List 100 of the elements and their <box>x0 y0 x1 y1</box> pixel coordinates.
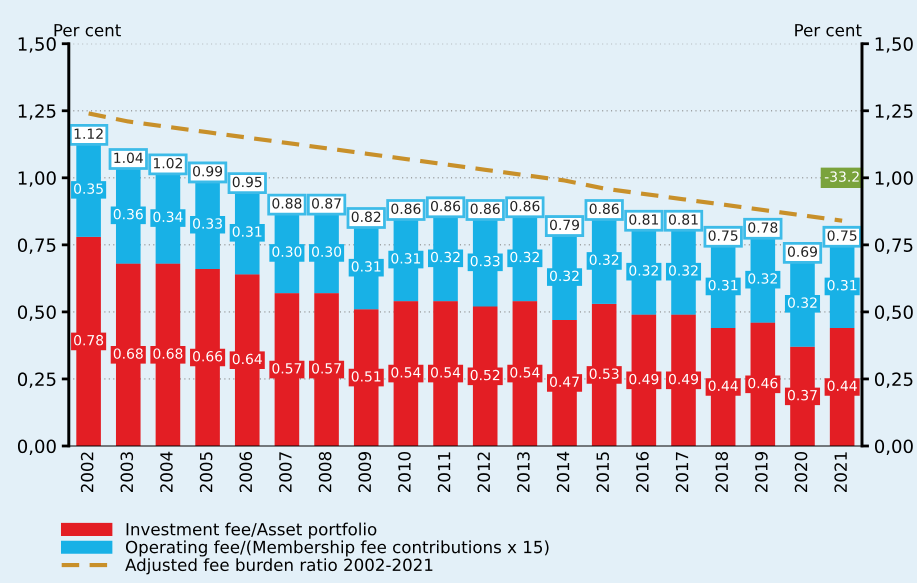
x-tick-label: 2008 <box>318 452 332 492</box>
data-label: 0.36 <box>114 208 143 220</box>
total-label: 1.12 <box>74 128 103 139</box>
y-tick-label: 1,00 <box>18 171 56 187</box>
legend-label: Investment fee/Asset portfolio <box>126 522 376 539</box>
data-label: 0.32 <box>550 270 579 282</box>
data-label: 0.44 <box>708 380 738 392</box>
x-tick-label: 2013 <box>517 452 530 492</box>
y2-tick-label: 1,50 <box>876 37 913 53</box>
x-tick-label: 2009 <box>358 452 372 492</box>
total-label: 1.04 <box>114 152 143 164</box>
x-tick-label: 2003 <box>120 452 134 492</box>
total-label: 0.87 <box>312 198 341 209</box>
total-label: 0.88 <box>272 198 302 209</box>
x-tick-label: 2015 <box>596 452 610 492</box>
data-label: 0.47 <box>550 376 579 388</box>
y2-tick-label: 0,00 <box>874 439 913 455</box>
x-tick-label: 2006 <box>239 452 252 492</box>
y-tick-label: 0,50 <box>18 305 56 321</box>
data-label: 0.30 <box>272 246 302 257</box>
y2-tick-label: 0,75 <box>874 238 912 254</box>
data-label: 0.31 <box>828 280 856 290</box>
data-label: 0.53 <box>590 368 619 379</box>
data-label: 0.66 <box>193 351 222 362</box>
y2-tick-label: 1,00 <box>876 171 913 187</box>
data-label: 0.35 <box>74 183 103 194</box>
legend-label: Adjusted fee burden ratio 2002-2021 <box>125 558 432 574</box>
y2-tick-label: 0,50 <box>874 305 913 321</box>
x-tick-label: 2014 <box>556 452 570 492</box>
total-label: 0.78 <box>748 222 778 233</box>
x-tick-label: 2004 <box>160 452 173 492</box>
data-label: 0.54 <box>510 367 540 378</box>
y-tick-label: 0,00 <box>18 439 56 455</box>
data-label: 0.54 <box>391 367 421 378</box>
data-label: 0.31 <box>391 253 420 264</box>
y2-axis-title: Per cent <box>795 24 862 36</box>
x-tick-label: 2019 <box>755 452 768 492</box>
data-label: 0.32 <box>668 265 698 276</box>
data-label: 0.31 <box>708 280 738 290</box>
y-axis-title: Per cent <box>54 24 121 36</box>
total-label: 0.69 <box>788 246 817 257</box>
data-label: 0.37 <box>788 390 817 400</box>
legend-label: Operating fee/(Membership fee contributions x 15) <box>126 540 549 557</box>
x-tick-label: 2016 <box>636 452 649 492</box>
data-label: 0.57 <box>272 363 302 374</box>
data-label: 0.30 <box>312 246 342 257</box>
total-label: 0.99 <box>193 166 222 176</box>
total-label: 0.86 <box>590 204 619 214</box>
x-tick-label: 2007 <box>279 452 292 492</box>
data-label: 0.31 <box>352 261 380 272</box>
total-label: 0.86 <box>510 200 540 212</box>
data-label: 0.54 <box>431 367 460 378</box>
data-label: 0.33 <box>193 218 222 229</box>
y-tick-label: 0,25 <box>18 372 56 388</box>
data-label: 0.32 <box>748 273 777 284</box>
data-label: 0.68 <box>153 348 182 359</box>
annotation: -33.2 <box>824 171 859 182</box>
x-tick-label: 2005 <box>200 452 212 492</box>
x-tick-label: 2002 <box>80 452 94 492</box>
total-label: 0.86 <box>470 204 500 214</box>
data-label: 0.34 <box>153 212 183 222</box>
x-tick-label: 2020 <box>794 452 808 492</box>
y2-tick-label: 0,25 <box>874 372 912 388</box>
data-label: 0.46 <box>748 378 778 388</box>
data-label: 0.57 <box>312 363 341 374</box>
x-tick-label: 2021 <box>834 452 847 492</box>
total-label: 0.75 <box>828 230 856 241</box>
total-label: 0.95 <box>232 176 262 188</box>
data-label: 0.44 <box>828 380 857 392</box>
data-label: 0.32 <box>510 252 539 262</box>
x-tick-label: 2010 <box>398 452 411 492</box>
data-label: 0.32 <box>431 252 460 262</box>
data-label: 0.32 <box>629 265 658 276</box>
data-label: 0.52 <box>470 370 500 380</box>
data-label: 0.68 <box>114 348 143 359</box>
x-tick-label: 2012 <box>477 452 490 492</box>
total-label: 0.81 <box>629 214 658 225</box>
y-tick-label: 0,75 <box>18 238 56 254</box>
data-label: 0.32 <box>590 254 618 265</box>
y-tick-label: 1,50 <box>18 37 56 53</box>
total-label: 0.86 <box>391 204 420 214</box>
total-label: 1.02 <box>154 158 182 168</box>
data-label: 0.31 <box>232 226 262 237</box>
y2-tick-label: 1,25 <box>876 104 912 120</box>
data-label: 0.64 <box>232 354 262 364</box>
x-tick-label: 2017 <box>676 452 688 492</box>
data-label: 0.78 <box>74 334 104 346</box>
total-label: 0.86 <box>431 200 460 212</box>
x-tick-label: 2018 <box>715 452 728 492</box>
data-label: 0.49 <box>668 374 698 384</box>
y-tick-label: 1,25 <box>18 104 56 120</box>
data-label: 0.51 <box>352 371 380 382</box>
data-label: 0.49 <box>629 374 658 384</box>
total-label: 0.81 <box>668 214 698 225</box>
data-label: 0.33 <box>470 256 500 266</box>
x-tick-label: 2011 <box>438 452 450 492</box>
total-label: 0.82 <box>352 212 380 222</box>
total-label: 0.79 <box>550 220 580 230</box>
data-label: 0.32 <box>788 297 817 308</box>
total-label: 0.75 <box>708 230 738 241</box>
